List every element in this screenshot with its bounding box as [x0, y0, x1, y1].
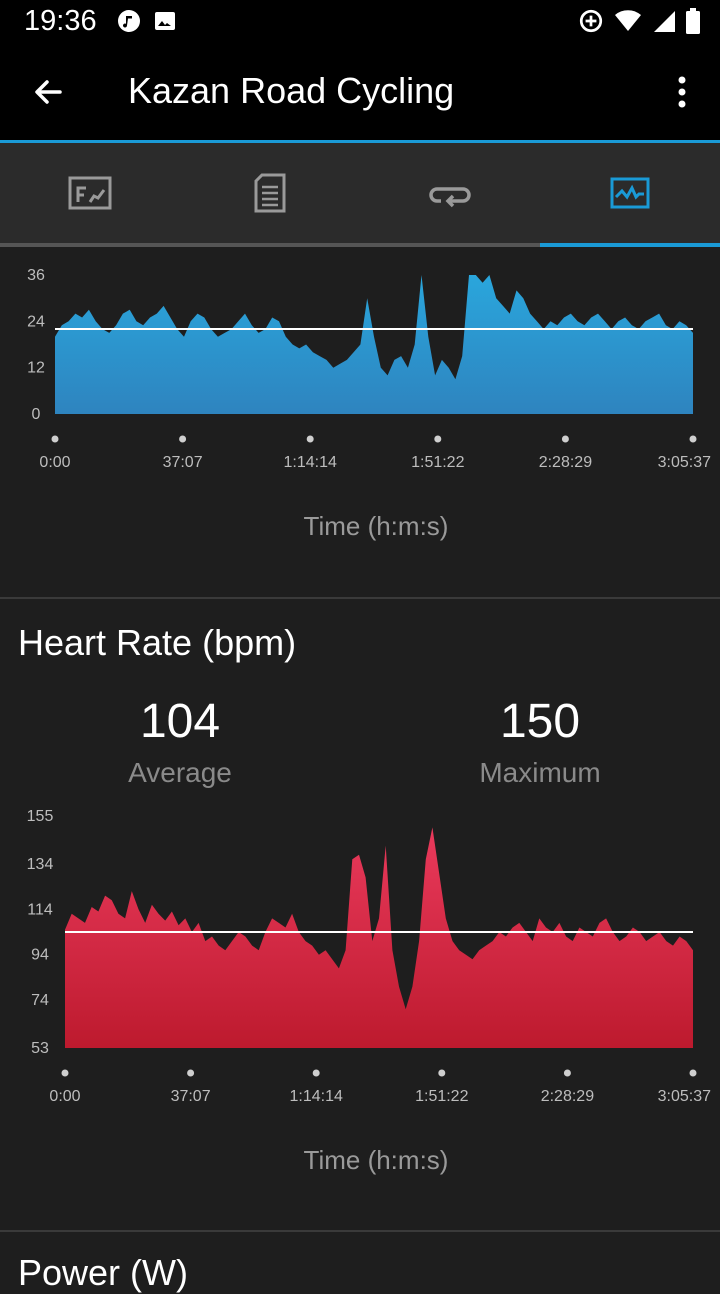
y-tick-label: 134: [27, 856, 54, 873]
x-tick-label: 3:05:37: [658, 454, 711, 471]
y-tick-label: 114: [27, 901, 53, 918]
heart-rate-maximum: 150 Maximum: [390, 694, 690, 789]
x-tick-dot: [689, 1069, 697, 1077]
tab-laps[interactable]: [360, 143, 540, 243]
y-tick-label: 0: [32, 406, 41, 423]
area-series: [55, 275, 693, 414]
x-axis-label: Time (h:m:s): [304, 511, 449, 541]
x-tick-label: 37:07: [171, 1088, 211, 1105]
more-vertical-icon[interactable]: [672, 74, 692, 110]
tab-details[interactable]: [180, 143, 360, 243]
section-divider: [0, 1230, 720, 1232]
tab-bar-divider: [0, 243, 720, 247]
status-bar: 19:36: [0, 0, 720, 42]
x-tick-label: 1:51:22: [415, 1088, 468, 1105]
x-tick-dot: [438, 1069, 446, 1077]
x-tick-label: 1:14:14: [284, 454, 337, 471]
x-tick-dot: [689, 435, 697, 443]
maximum-label: Maximum: [479, 757, 601, 788]
signal-icon: [654, 11, 675, 32]
x-tick-label: 37:07: [163, 454, 203, 471]
tab-bar: [0, 143, 720, 243]
battery-icon: [686, 8, 700, 34]
app-bar-accent-line: [0, 140, 720, 143]
x-tick-label: 3:05:37: [658, 1088, 711, 1105]
maximum-value: 150: [499, 695, 581, 748]
app-bar: Kazan Road Cycling: [0, 42, 720, 140]
stats-chart-icon: [68, 176, 112, 210]
page-title: Kazan Road Cycling: [128, 70, 455, 111]
heart-rate-title: Heart Rate (bpm): [18, 622, 297, 663]
x-tick-dot: [61, 1069, 69, 1077]
data-saver-icon: [579, 9, 603, 33]
heart-rate-chart: 53 74 94 114 134 155 0:00 37:07 1:14:14 1:51:22 2:…: [27, 808, 711, 1175]
document-icon: [254, 173, 286, 213]
notification-icons: [117, 9, 177, 33]
y-tick-label: 24: [27, 313, 45, 330]
y-tick-label: 74: [31, 992, 49, 1009]
speed-chart: 0 12 24 36 0:00 37:07 1:14:14 1:51:22 2:28:29 3:0…: [27, 267, 711, 541]
x-tick-dot: [187, 1069, 195, 1077]
x-axis-label: Time (h:m:s): [304, 1145, 449, 1175]
activity-graph-icon: [610, 177, 650, 209]
y-tick-label: 53: [31, 1040, 49, 1057]
y-tick-label: 36: [27, 267, 45, 284]
heart-rate-average: 104 Average: [30, 694, 330, 789]
x-tick-dot: [312, 1069, 320, 1077]
average-value: 104: [139, 695, 221, 748]
x-tick-label: 0:00: [39, 454, 70, 471]
x-tick-label: 1:14:14: [290, 1088, 343, 1105]
x-tick-label: 2:28:29: [541, 1088, 594, 1105]
music-note-icon: [117, 10, 140, 32]
x-tick-dot: [179, 435, 187, 443]
status-time: 19:36: [24, 4, 97, 37]
laps-icon: [429, 187, 471, 208]
x-tick-dot: [306, 435, 314, 443]
wifi-icon: [615, 10, 641, 31]
x-tick-dot: [563, 1069, 571, 1077]
x-tick-dot: [51, 435, 59, 443]
y-tick-label: 94: [31, 947, 49, 964]
y-tick-label: 155: [27, 808, 54, 825]
tab-active-indicator: [540, 243, 720, 247]
y-tick-label: 12: [27, 360, 45, 377]
tab-charts[interactable]: [540, 143, 720, 243]
image-icon: [154, 12, 175, 30]
x-tick-label: 1:51:22: [411, 454, 464, 471]
tab-stats[interactable]: [0, 143, 180, 243]
power-title: Power (W): [18, 1252, 188, 1293]
average-label: Average: [128, 757, 232, 788]
x-tick-label: 0:00: [49, 1088, 80, 1105]
arrow-left-icon[interactable]: [30, 74, 66, 110]
x-tick-dot: [434, 435, 442, 443]
area-series: [65, 827, 693, 1048]
x-tick-dot: [561, 435, 569, 443]
section-divider: [0, 597, 720, 599]
x-tick-label: 2:28:29: [539, 454, 592, 471]
